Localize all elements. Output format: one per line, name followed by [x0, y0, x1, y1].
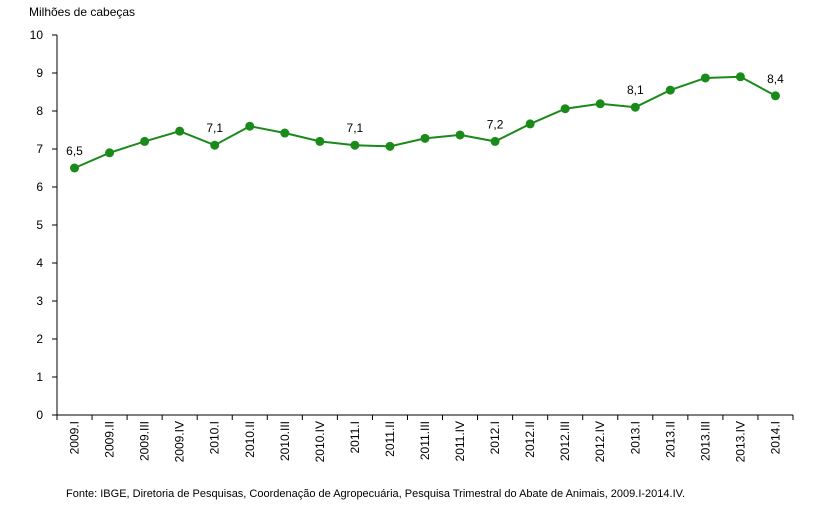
data-point: [280, 128, 290, 138]
source-note: Fonte: IBGE, Diretoria de Pesquisas, Coo…: [66, 488, 686, 500]
data-labels: 6,5 7,1 7,1 7,2 8,1 8,4: [66, 72, 784, 158]
x-tick-label: 2009.I: [68, 421, 82, 454]
x-tick-label: 2013.III: [698, 421, 712, 461]
x-tick-label: 2012.I: [488, 421, 502, 454]
x-tick-label: 2011.I: [348, 421, 362, 453]
x-tick-label: 2013.IV: [733, 421, 747, 462]
data-point: [490, 136, 500, 146]
x-tick-label: 2009.II: [103, 421, 117, 458]
x-tick-label: 2012.IV: [593, 421, 607, 462]
y-tick-label: 4: [36, 256, 43, 270]
x-tick-label: 2014.I: [768, 421, 782, 454]
data-point: [315, 136, 325, 146]
data-point: [350, 140, 360, 150]
data-label: 7,1: [206, 121, 223, 135]
x-tick-label: 2011.III: [418, 421, 432, 460]
x-tick-label: 2009.III: [138, 421, 152, 461]
x-tick-label: 2012.II: [523, 421, 537, 458]
data-point: [70, 163, 80, 173]
x-tick-label: 2013.I: [628, 421, 642, 454]
data-point: [105, 148, 115, 158]
data-label: 6,5: [66, 144, 83, 158]
x-tick-label: 2012.III: [558, 421, 572, 461]
data-point: [385, 141, 395, 151]
data-point: [770, 91, 780, 101]
data-point: [420, 133, 430, 143]
data-label: 7,1: [347, 121, 364, 135]
data-point: [700, 73, 710, 83]
x-tick-label: 2010.IV: [313, 421, 327, 462]
data-point: [175, 126, 185, 136]
data-label: 8,1: [627, 83, 644, 97]
x-tick-label: 2009.IV: [173, 421, 187, 462]
x-tick-label: 2011.IV: [453, 421, 467, 461]
y-axis-title: Milhões de cabeças: [29, 5, 136, 19]
y-tick-label: 0: [36, 408, 43, 422]
data-point: [210, 140, 220, 150]
x-tick-label: 2013.II: [663, 421, 677, 458]
data-label: 8,4: [767, 72, 784, 86]
data-point: [455, 130, 465, 140]
data-point: [735, 72, 745, 82]
x-tick-labels: 2009.I 2009.II 2009.III 2009.IV 2010.I 2010.I…: [68, 421, 783, 462]
x-tick-label: 2010.II: [243, 421, 257, 458]
series: [70, 72, 780, 173]
data-point: [560, 104, 570, 114]
x-tick-label: 2011.II: [383, 421, 397, 457]
data-point: [245, 121, 255, 131]
data-label: 7,2: [487, 117, 504, 131]
y-tick-label: 6: [36, 180, 43, 194]
data-point: [595, 99, 605, 109]
axes: [52, 34, 794, 420]
y-tick-labels: 0 1 2 3 4 5 6 7 8 9 10: [30, 28, 44, 422]
y-tick-label: 2: [36, 332, 43, 346]
y-tick-label: 1: [36, 370, 43, 384]
y-tick-label: 8: [36, 104, 43, 118]
y-tick-label: 10: [30, 28, 44, 42]
y-tick-label: 9: [36, 66, 43, 80]
y-tick-label: 3: [36, 294, 43, 308]
data-point: [140, 136, 150, 146]
data-point: [630, 102, 640, 112]
data-point: [665, 85, 675, 95]
x-tick-label: 2010.III: [278, 421, 292, 461]
x-tick-label: 2010.I: [208, 421, 222, 454]
y-tick-label: 7: [36, 142, 43, 156]
y-tick-label: 5: [36, 218, 43, 232]
data-point: [525, 119, 535, 129]
